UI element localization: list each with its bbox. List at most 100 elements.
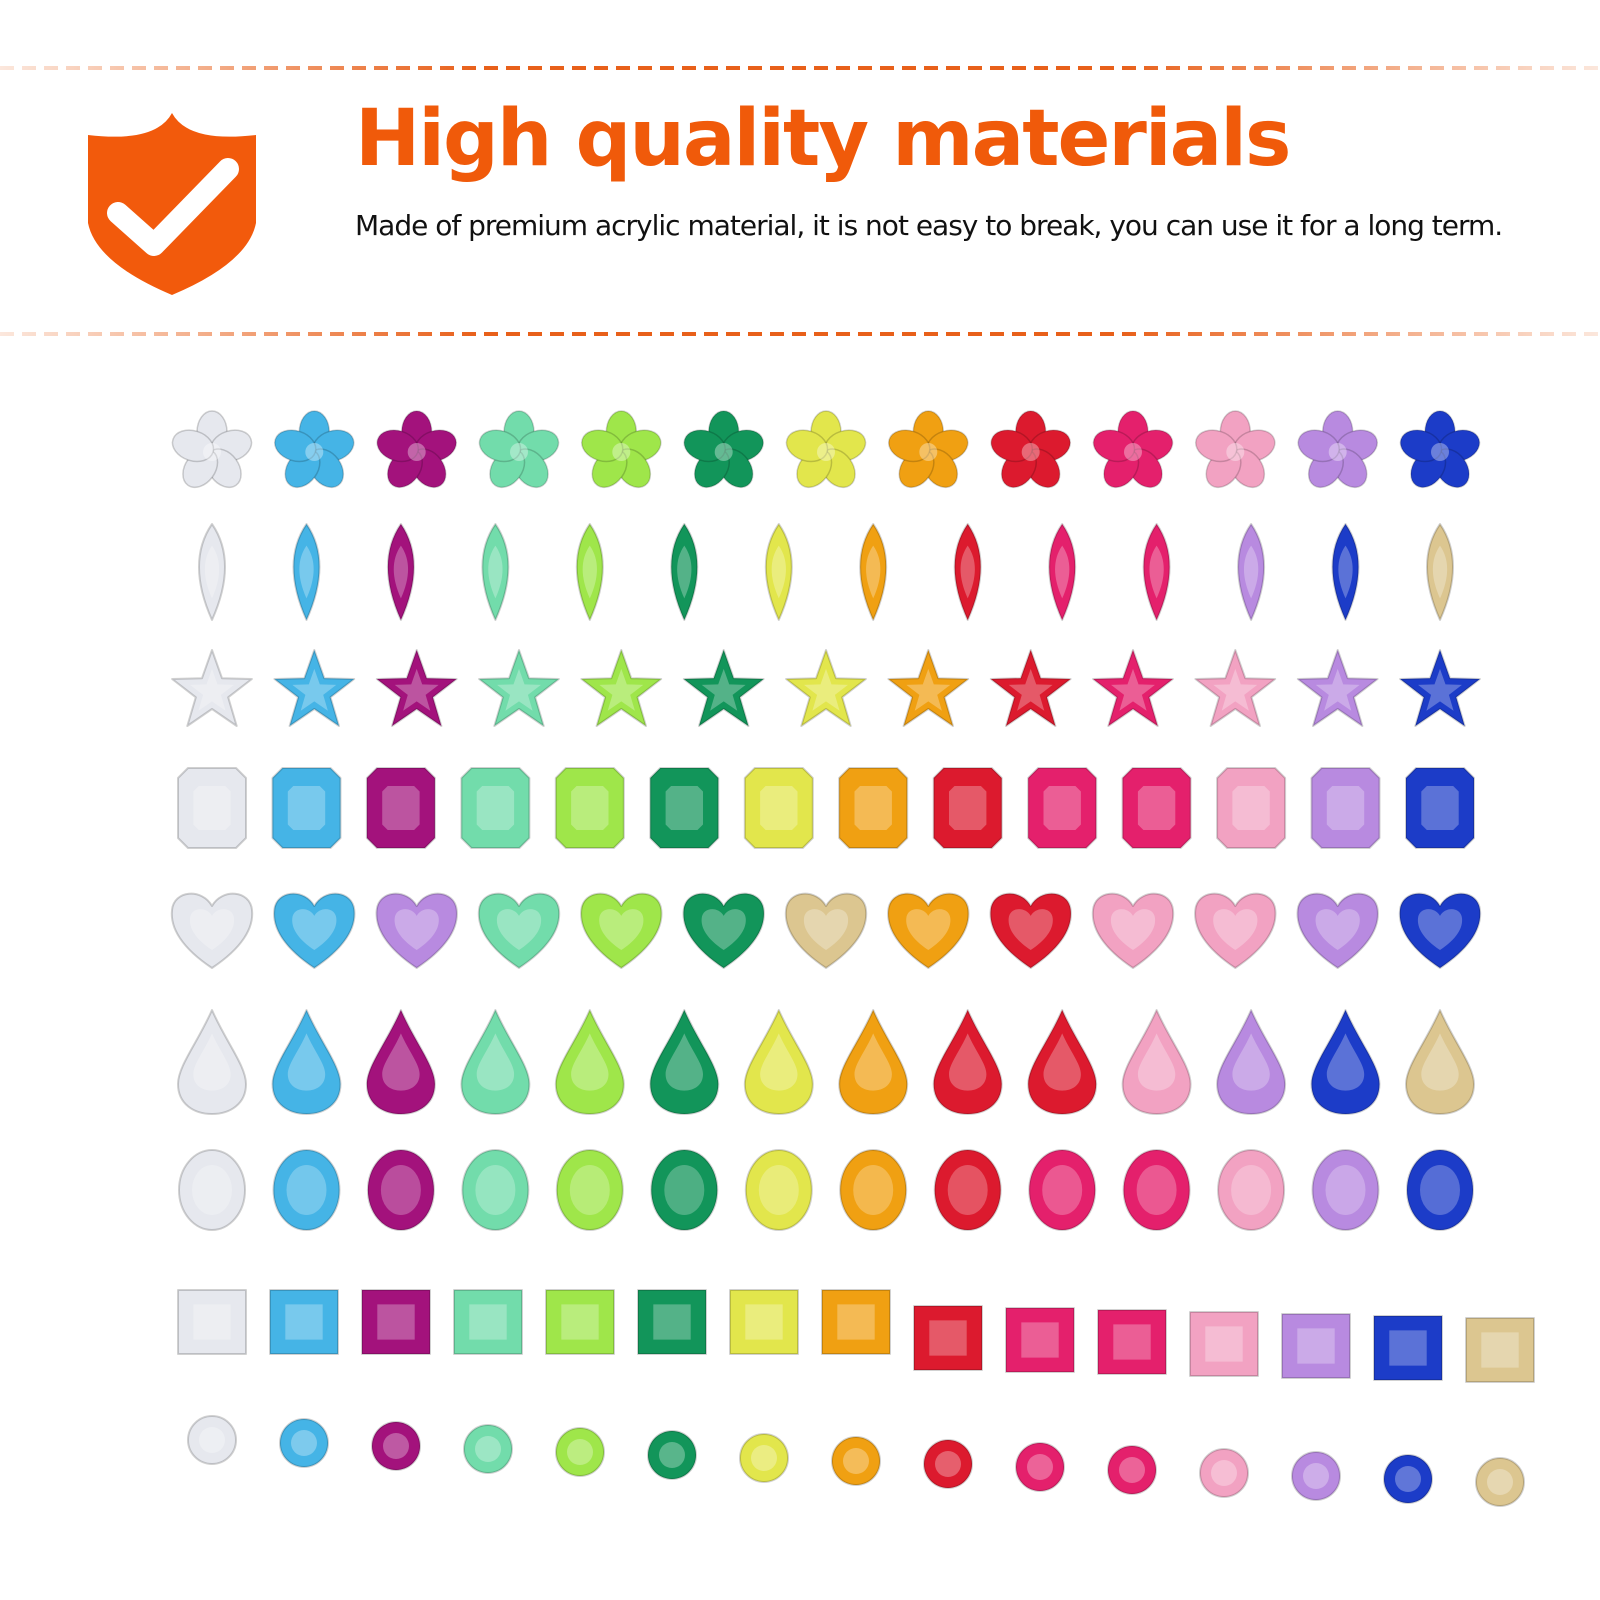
gem-oval-amber	[839, 1149, 908, 1231]
gem-square-blue	[1373, 1315, 1443, 1381]
gem-flower-magenta	[376, 410, 457, 489]
gem-round-pink	[1199, 1448, 1249, 1498]
gem-heart-emerald	[682, 892, 765, 969]
gem-round-lavender	[1291, 1451, 1341, 1501]
gem-octagon-yellow	[743, 767, 814, 849]
gem-heart-pink	[1091, 892, 1175, 969]
gem-star-emerald	[682, 649, 765, 727]
gem-marquise-clear	[198, 523, 226, 621]
gem-heart-lavender	[375, 892, 458, 969]
gem-round-champagne	[1475, 1457, 1525, 1507]
gem-octagon-amber	[838, 767, 909, 849]
gem-round-blue	[1383, 1454, 1433, 1504]
gem-oval-rose	[1028, 1149, 1097, 1231]
gem-square-rose	[1005, 1307, 1075, 1373]
gem-teardrop-magenta	[365, 1009, 436, 1115]
gem-round-mint	[463, 1424, 513, 1474]
gem-teardrop-mint	[460, 1009, 531, 1115]
gem-marquise-magenta	[387, 523, 415, 621]
gem-flower-lime	[581, 410, 662, 489]
gem-heart-lime	[580, 892, 663, 969]
gem-round-red	[923, 1439, 973, 1489]
gem-flower-blue	[1399, 410, 1481, 489]
gem-square-mint	[453, 1289, 523, 1355]
gem-square-rose	[1097, 1309, 1167, 1375]
gem-oval-emerald	[650, 1149, 719, 1231]
gem-square-light_blue	[269, 1289, 339, 1355]
gem-flower-amber	[888, 410, 969, 489]
gem-oval-mint	[461, 1149, 530, 1231]
gem-marquise-lavender	[1237, 523, 1265, 621]
gem-round-amber	[831, 1436, 881, 1486]
gem-star-yellow	[785, 649, 867, 727]
gem-marquise-yellow	[764, 523, 793, 621]
gem-oval-rose	[1122, 1149, 1191, 1231]
gem-octagon-pink	[1216, 767, 1287, 849]
gem-teardrop-champagne	[1405, 1009, 1475, 1115]
gem-star-clear	[171, 649, 253, 727]
gem-marquise-red	[953, 523, 982, 621]
gem-heart-mint	[477, 892, 561, 969]
gem-heart-champagne	[784, 892, 868, 969]
gem-flower-yellow	[785, 410, 867, 489]
gem-star-pink	[1194, 649, 1277, 727]
gem-square-champagne	[1465, 1317, 1535, 1383]
gem-oval-lavender	[1311, 1149, 1380, 1231]
gem-square-pink	[1189, 1311, 1259, 1377]
gem-round-rose	[1015, 1442, 1065, 1492]
bottom-dashed-divider	[0, 332, 1600, 336]
gem-star-mint	[478, 649, 560, 727]
gem-heart-lavender	[1296, 892, 1379, 969]
gem-octagon-magenta	[365, 767, 436, 849]
gem-heart-light_blue	[273, 892, 356, 969]
gem-teardrop-amber	[838, 1009, 909, 1115]
gem-marquise-amber	[859, 523, 888, 621]
gem-marquise-champagne	[1426, 523, 1454, 621]
gem-teardrop-yellow	[743, 1009, 814, 1115]
gem-marquise-rose	[1048, 523, 1077, 621]
gem-star-rose	[1092, 649, 1174, 727]
shield-check-icon	[88, 113, 256, 295]
gem-marquise-lime	[575, 523, 604, 621]
gem-teardrop-emerald	[649, 1009, 720, 1115]
gem-round-emerald	[647, 1430, 697, 1480]
gem-oval-clear	[178, 1149, 246, 1231]
gem-octagon-emerald	[649, 767, 720, 849]
gem-octagon-rose	[1121, 767, 1192, 849]
gem-teardrop-red	[932, 1009, 1003, 1115]
gem-oval-magenta	[366, 1149, 435, 1231]
gem-round-magenta	[371, 1421, 421, 1471]
headline: High quality materials	[355, 94, 1291, 184]
gem-flower-pink	[1195, 410, 1276, 489]
gem-oval-light_blue	[272, 1149, 341, 1231]
gem-square-amber	[821, 1289, 891, 1355]
gem-octagon-rose	[1027, 767, 1098, 849]
gem-octagon-lime	[554, 767, 625, 849]
gem-flower-emerald	[683, 410, 764, 489]
top-dashed-divider	[0, 66, 1600, 70]
gem-round-lime	[555, 1427, 605, 1477]
gem-octagon-blue	[1405, 767, 1475, 849]
gem-round-rose	[1107, 1445, 1157, 1495]
gem-marquise-emerald	[670, 523, 699, 621]
gem-star-lime	[580, 649, 663, 727]
gem-oval-lime	[555, 1149, 624, 1231]
gem-round-clear	[187, 1415, 237, 1465]
gem-teardrop-red	[1027, 1009, 1098, 1115]
gem-oval-pink	[1217, 1149, 1286, 1231]
gem-teardrop-clear	[177, 1009, 247, 1115]
gem-teardrop-lime	[554, 1009, 625, 1115]
gem-flower-clear	[171, 410, 253, 489]
gem-square-emerald	[637, 1289, 707, 1355]
gem-marquise-rose	[1142, 523, 1171, 621]
gem-marquise-light_blue	[292, 523, 321, 621]
gem-square-red	[913, 1305, 983, 1371]
gem-octagon-clear	[177, 767, 247, 849]
description: Made of premium acrylic material, it is …	[355, 209, 1503, 242]
gem-round-light_blue	[279, 1418, 329, 1468]
gem-star-light_blue	[273, 649, 356, 727]
gem-oval-blue	[1406, 1149, 1474, 1231]
gem-marquise-mint	[481, 523, 510, 621]
